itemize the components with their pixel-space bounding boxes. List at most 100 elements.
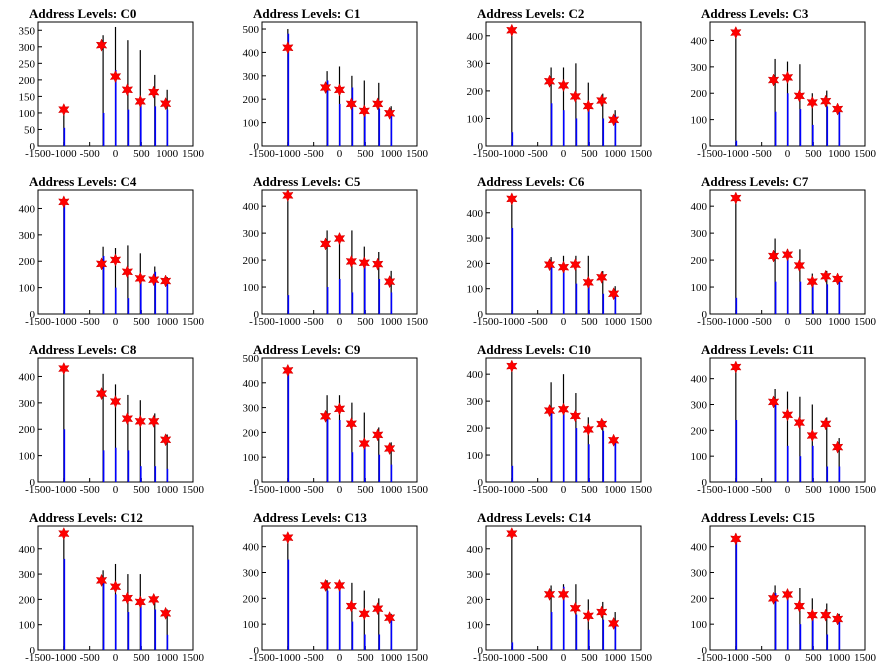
y-tick-label: 400 <box>19 544 36 556</box>
chart-panel: Address Levels: C10100200300400500-1500-… <box>243 6 429 160</box>
y-tick-label: 100 <box>243 118 260 130</box>
star-marker <box>372 97 384 111</box>
star-marker <box>148 85 160 99</box>
chart-title: Address Levels: C6 <box>477 174 585 189</box>
y-tick-label: 200 <box>243 94 260 106</box>
star-marker <box>345 97 358 111</box>
star-marker <box>607 287 620 301</box>
x-tick-label: 1500 <box>406 652 429 664</box>
x-tick-label: 1000 <box>828 316 851 328</box>
y-tick-label: 200 <box>691 425 708 437</box>
star-marker <box>159 97 172 111</box>
chart-title: Address Levels: C0 <box>29 6 136 21</box>
chart-title: Address Levels: C12 <box>29 510 143 525</box>
x-tick-label: -500 <box>752 652 773 664</box>
star-marker <box>781 587 794 602</box>
y-tick-label: 200 <box>19 75 36 87</box>
star-marker <box>159 606 172 620</box>
star-marker <box>95 387 108 401</box>
chart-panel: Address Levels: C11 0 100 200 300 400 -1500 -10… <box>691 342 877 496</box>
x-tick-label: 0 <box>113 316 119 328</box>
star-marker <box>148 273 160 287</box>
star-marker <box>569 409 582 423</box>
y-tick-label: 200 <box>467 423 484 435</box>
star-marker <box>543 587 556 601</box>
star-marker <box>557 402 570 416</box>
star-marker <box>806 428 819 443</box>
chart-title: Address Levels: C11 <box>701 342 814 357</box>
x-tick-label: 1500 <box>854 148 877 160</box>
x-tick-label: -500 <box>752 148 773 160</box>
x-tick-label: 1500 <box>854 316 877 328</box>
star-marker <box>319 578 332 593</box>
x-tick-label: 1500 <box>630 484 653 496</box>
star-marker <box>159 433 172 447</box>
y-tick-label: 100 <box>19 620 36 632</box>
y-tick-label: 100 <box>467 620 484 632</box>
x-tick-label: 0 <box>113 484 119 496</box>
x-tick-label: -1500 <box>697 148 723 160</box>
y-tick-label: 400 <box>467 369 484 381</box>
star-marker <box>282 363 294 378</box>
x-tick-label: -1000 <box>275 148 301 160</box>
y-tick-label: 100 <box>467 284 484 296</box>
x-tick-label: -1000 <box>499 652 525 664</box>
star-marker <box>607 113 620 127</box>
x-tick-label: -500 <box>80 316 101 328</box>
y-tick-label: 0 <box>30 645 36 657</box>
y-tick-label: 0 <box>254 141 260 153</box>
chart-panel: Address Levels: C14 0 100 200 300 400 -1500 -10… <box>467 510 653 664</box>
star-marker <box>793 415 806 430</box>
chart-panel: Address Levels: C3 0 100 200 300 400 -1500 -100… <box>691 6 877 160</box>
star-marker <box>557 587 570 601</box>
x-tick-label: 1500 <box>406 148 429 160</box>
x-tick-label: 500 <box>133 148 150 160</box>
star-marker <box>109 394 122 409</box>
y-tick-label: 300 <box>691 568 708 580</box>
chart-panel: Address Levels: C90100200300400500-1500-… <box>243 342 429 496</box>
star-marker <box>121 265 134 279</box>
x-tick-label: 1500 <box>182 484 205 496</box>
y-tick-label: 0 <box>254 645 260 657</box>
star-marker <box>148 592 160 607</box>
y-tick-label: 300 <box>19 569 36 581</box>
y-tick-label: 350 <box>19 25 36 37</box>
y-tick-label: 400 <box>19 371 36 383</box>
x-tick-label: 1000 <box>380 484 403 496</box>
x-tick-label: 1000 <box>604 148 627 160</box>
y-tick-label: 300 <box>19 398 36 410</box>
x-tick-label: 500 <box>357 148 374 160</box>
star-marker <box>569 601 582 615</box>
star-marker <box>109 69 122 84</box>
x-tick-label: -1500 <box>249 484 275 496</box>
star-marker <box>596 417 608 431</box>
star-marker <box>372 428 384 442</box>
x-tick-label: -1000 <box>51 484 77 496</box>
y-tick-label: 300 <box>19 230 36 242</box>
chart-title: Address Levels: C8 <box>29 342 137 357</box>
chart-panel: Address Levels: C4 0 100 200 300 400 -1500 -100… <box>19 174 205 328</box>
chart-panel: Address Levels: C15 0 100 200 300 400 -1500 -10… <box>691 510 877 664</box>
x-tick-label: 1000 <box>380 148 403 160</box>
star-marker <box>793 258 806 273</box>
star-marker <box>121 412 134 426</box>
y-tick-label: 100 <box>691 115 708 127</box>
y-tick-label: 300 <box>467 58 484 70</box>
star-marker <box>506 526 518 541</box>
star-marker <box>109 580 122 594</box>
x-tick-label: 0 <box>561 652 567 664</box>
chart-panel: Address Levels: C5 0 100 200 300 400 -1500 -100… <box>243 174 429 328</box>
x-tick-label: 500 <box>805 652 822 664</box>
star-marker <box>319 237 332 251</box>
star-marker <box>282 531 294 545</box>
star-marker <box>148 414 160 428</box>
chart-title: Address Levels: C5 <box>253 174 361 189</box>
star-marker <box>358 256 371 270</box>
x-tick-label: 1500 <box>182 148 205 160</box>
x-tick-label: 0 <box>337 316 343 328</box>
star-marker <box>806 608 819 622</box>
star-marker <box>806 275 819 289</box>
y-tick-label: 400 <box>243 542 260 554</box>
star-marker <box>793 89 806 103</box>
x-tick-label: 1500 <box>854 484 877 496</box>
